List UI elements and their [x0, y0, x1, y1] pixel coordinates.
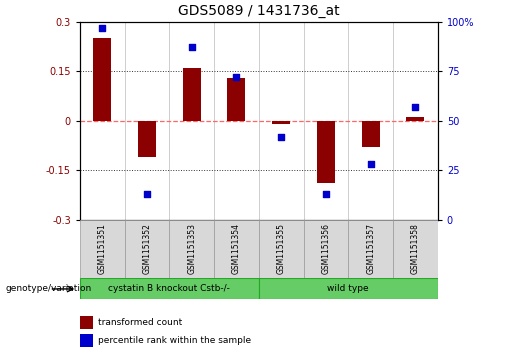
Text: cystatin B knockout Cstb-/-: cystatin B knockout Cstb-/- [108, 285, 230, 293]
Point [411, 104, 420, 110]
Bar [80, 278, 259, 299]
Point [367, 161, 375, 167]
Text: GSM1151353: GSM1151353 [187, 223, 196, 274]
Bar [259, 220, 303, 278]
Title: GDS5089 / 1431736_at: GDS5089 / 1431736_at [178, 4, 339, 18]
Bar [228, 78, 245, 121]
Bar [406, 117, 424, 121]
Bar [393, 220, 438, 278]
Text: GSM1151351: GSM1151351 [98, 223, 107, 274]
Text: GSM1151358: GSM1151358 [411, 223, 420, 274]
Text: GSM1151355: GSM1151355 [277, 223, 286, 274]
Point [98, 25, 106, 30]
Text: genotype/variation: genotype/variation [5, 285, 91, 293]
Bar [80, 334, 93, 347]
Bar [362, 121, 380, 147]
Bar [214, 220, 259, 278]
Point [322, 191, 330, 197]
Text: GSM1151352: GSM1151352 [143, 223, 151, 274]
Point [143, 191, 151, 197]
Bar [317, 121, 335, 183]
Bar [169, 220, 214, 278]
Text: GSM1151356: GSM1151356 [321, 223, 331, 274]
Bar [80, 220, 125, 278]
Bar [138, 121, 156, 157]
Bar [303, 220, 348, 278]
Bar [80, 316, 93, 329]
Text: GSM1151354: GSM1151354 [232, 223, 241, 274]
Bar [93, 38, 111, 121]
Bar [183, 68, 201, 121]
Point [187, 45, 196, 50]
Point [277, 134, 285, 139]
Bar [272, 121, 290, 124]
Point [232, 74, 241, 80]
Bar [125, 220, 169, 278]
Text: percentile rank within the sample: percentile rank within the sample [98, 336, 251, 345]
Text: transformed count: transformed count [98, 318, 182, 327]
Bar [259, 278, 438, 299]
Bar [348, 220, 393, 278]
Text: GSM1151357: GSM1151357 [366, 223, 375, 274]
Text: wild type: wild type [328, 285, 369, 293]
